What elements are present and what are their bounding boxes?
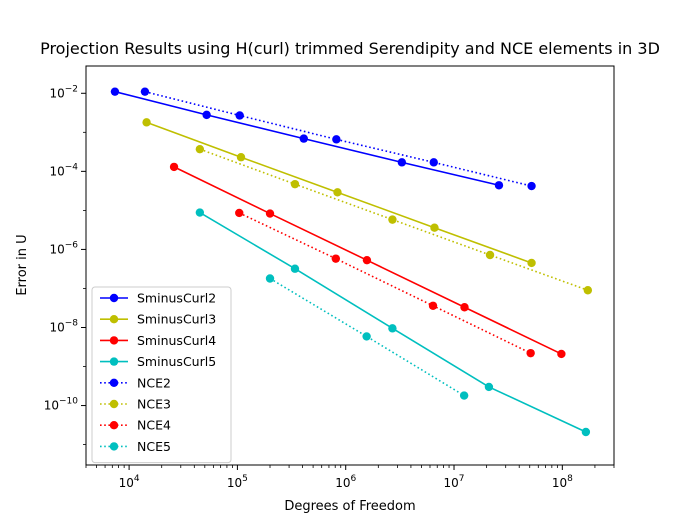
legend-label: SminusCurl2 [137, 291, 216, 306]
legend-item: NCE3 [100, 397, 171, 412]
legend-marker [109, 378, 119, 387]
series-SminusCurl5 [195, 208, 591, 437]
legend-box [91, 286, 232, 464]
legend-marker [109, 421, 119, 430]
ticks-layer: 104 105 106 107 108 10−10 10−8 10−6 10−4 10−2 [44, 84, 615, 490]
legend-item: SminusCurl2 [100, 291, 216, 306]
series-NCE3 [195, 144, 593, 295]
y-tick-label: 10−4 [49, 162, 78, 178]
data-point [485, 250, 495, 260]
data-point [236, 153, 246, 162]
legend-label: NCE3 [137, 397, 171, 412]
series-NCE5 [265, 274, 469, 400]
data-point [290, 264, 300, 273]
legend-item: SminusCurl4 [100, 333, 216, 348]
data-point [195, 208, 205, 217]
data-point [526, 348, 535, 358]
y-axis-label: Error in U [15, 234, 30, 295]
data-point [527, 181, 536, 191]
legend-label: NCE5 [137, 439, 171, 454]
x-tick-label: 106 [335, 474, 356, 490]
data-point [527, 258, 536, 268]
x-tick-label: 107 [444, 474, 465, 490]
data-point [583, 286, 593, 295]
data-point [265, 209, 275, 218]
data-point [333, 188, 342, 197]
x-tick-label: 105 [227, 474, 248, 490]
series-NCE4 [235, 208, 535, 358]
x-tick-label: 108 [552, 474, 573, 490]
x-tick-label: 104 [119, 474, 140, 490]
data-point [332, 135, 341, 144]
legend-label: SminusCurl3 [137, 312, 216, 327]
data-point [388, 324, 397, 333]
data-point [581, 427, 591, 437]
data-point [430, 223, 439, 232]
data-point [202, 110, 211, 120]
data-point [494, 181, 504, 190]
legend: SminusCurl2 SminusCurl3 SminusCurl4 SminusC… [91, 286, 232, 464]
legend-label: NCE4 [137, 418, 171, 433]
legend-marker [109, 315, 119, 324]
data-point [397, 158, 407, 167]
data-point [484, 382, 494, 392]
data-point [235, 208, 244, 218]
data-point [460, 303, 469, 312]
data-point [429, 158, 438, 167]
data-point [140, 87, 150, 96]
data-point [195, 144, 205, 154]
series-SminusCurl3 [142, 118, 536, 268]
data-point [235, 111, 244, 120]
data-point [169, 162, 179, 172]
series-SminusCurl4 [169, 162, 566, 359]
legend-marker [109, 357, 119, 366]
legend-item: SminusCurl5 [100, 354, 216, 369]
y-tick-label: 10−8 [49, 318, 78, 334]
data-point [388, 215, 397, 224]
chart-title: Projection Results using H(curl) trimmed… [40, 39, 660, 58]
x-axis-label: Degrees of Freedom [284, 499, 415, 514]
y-tick-label: 10−6 [49, 240, 78, 256]
axes-frame [85, 65, 615, 466]
series-NCE2 [140, 87, 536, 191]
legend-marker [109, 293, 119, 303]
data-point [557, 349, 566, 359]
legend-marker [109, 336, 119, 345]
legend-label: SminusCurl4 [137, 333, 216, 348]
legend-marker [109, 399, 119, 409]
series-line [238, 212, 531, 354]
data-point [459, 391, 469, 400]
data-point [428, 301, 438, 310]
legend-item: NCE5 [100, 439, 171, 454]
data-point [362, 255, 372, 265]
legend-label: NCE2 [137, 375, 171, 390]
y-tick-label: 10−10 [44, 397, 79, 413]
data-point [142, 118, 151, 127]
data-point [265, 274, 275, 283]
data-point [110, 87, 120, 96]
data-point [290, 179, 300, 189]
legend-marker [109, 442, 119, 451]
series-SminusCurl2 [110, 87, 504, 190]
series-line [199, 148, 589, 291]
legend-label: SminusCurl5 [137, 354, 216, 369]
legend-item: NCE4 [100, 418, 171, 433]
series-layer [110, 87, 593, 437]
legend-item: NCE2 [100, 375, 171, 390]
data-point [362, 332, 371, 341]
legend-item: SminusCurl3 [100, 312, 216, 327]
y-tick-label: 10−2 [49, 84, 78, 100]
data-point [299, 134, 308, 143]
data-point [331, 254, 341, 263]
